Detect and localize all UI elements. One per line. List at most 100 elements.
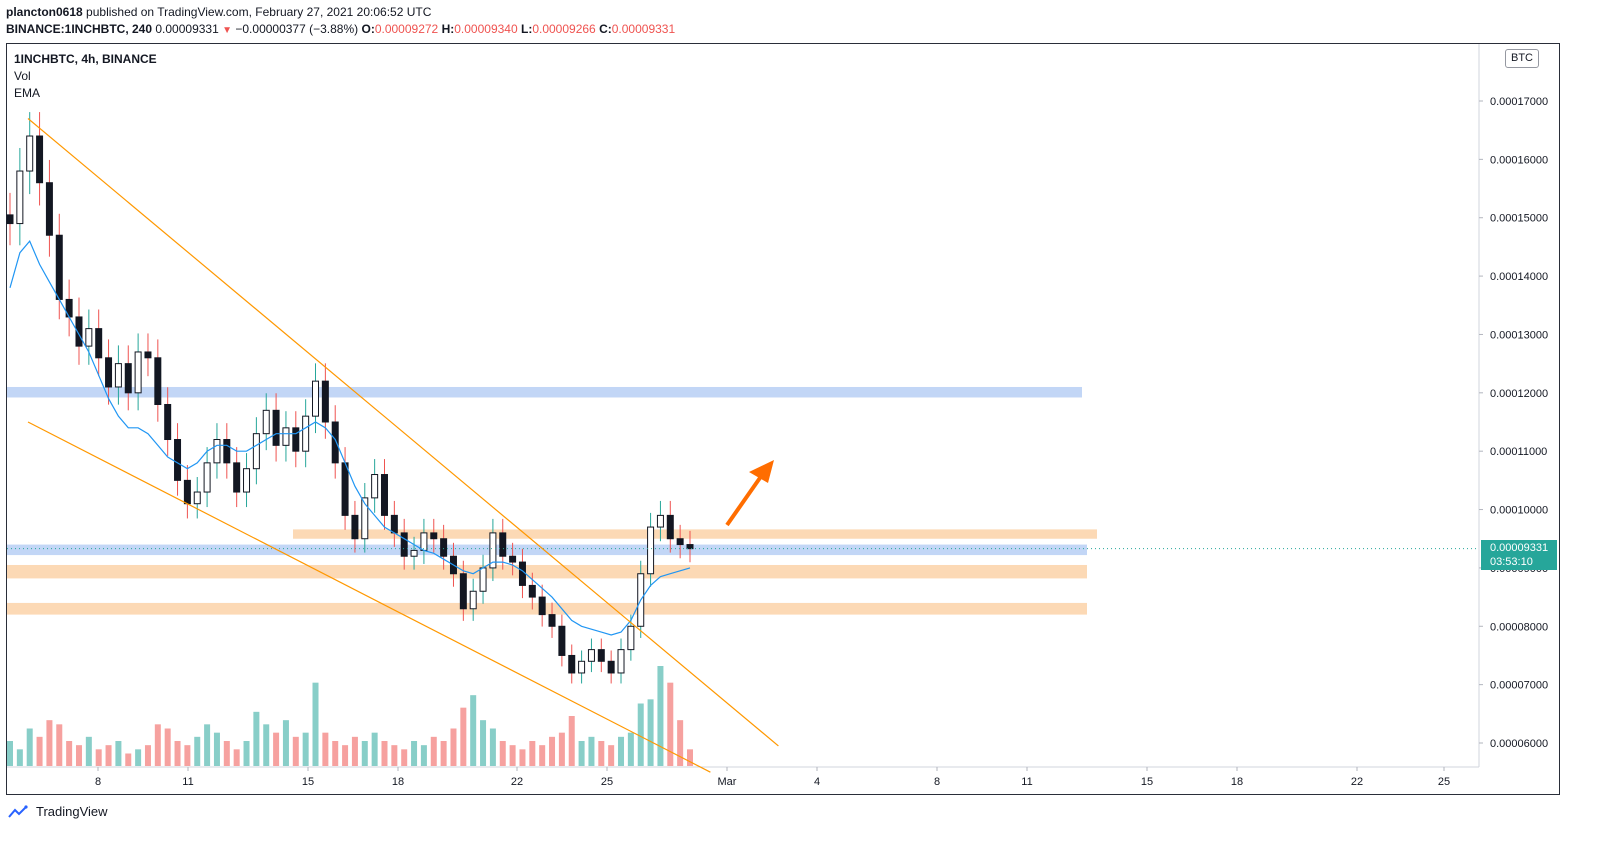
volume-bar [56,724,63,766]
candle-body [469,590,477,610]
bar-countdown: 03:53:10 [1490,556,1533,568]
y-tick-label: 0.00015000 [1490,213,1548,225]
ohlc-line: BINANCE:1INCHBTC, 240 0.00009331 ▼ −0.00… [6,21,675,39]
tradingview-logo-icon [8,804,28,818]
volume-bar [233,749,240,766]
candle-body [479,567,487,592]
volume-bar [115,741,122,766]
arrow-layer [725,460,774,527]
candle-body [252,433,260,470]
candle-body [390,514,398,534]
zone-orange [293,529,1097,539]
candle-body [686,544,694,550]
legend-volume[interactable]: Vol [14,69,31,83]
volume-bar [105,745,112,766]
volume-layer [7,666,693,766]
candle-body [568,654,576,674]
volume-bar [361,741,368,766]
candle-body [548,614,556,627]
candle-body [400,532,408,557]
volume-bar [411,741,418,766]
candle-body [647,526,655,575]
candle-body [95,328,103,359]
volume-bar [578,741,585,766]
volume-bar [95,749,102,766]
low-value: 0.00009266 [532,22,596,36]
volume-bar [391,745,398,766]
candle-body [124,363,132,394]
candle-body [558,625,566,656]
y-tick-label: 0.00007000 [1490,680,1548,692]
y-tick-label: 0.00014000 [1490,271,1548,283]
volume-bar [36,736,43,766]
volume-bar [164,728,171,766]
close-value: 0.00009331 [611,22,676,36]
orange-arrow-shaft [725,473,764,527]
volume-bar [213,732,220,766]
candle-body [410,549,418,557]
candle-body [371,474,379,499]
candle-body [262,409,270,435]
legend-symbol: 1INCHBTC, 4h, BINANCE [14,52,157,66]
candle-body [45,182,53,236]
candle-body [578,660,586,674]
volume-bar [292,736,299,766]
down-triangle-icon: ▼ [222,25,233,36]
candle-body [538,596,546,616]
orange-arrow-head [749,460,774,483]
ema-line [9,239,691,636]
candle-body [627,625,635,651]
price-axis[interactable]: 0.000060000.000070000.000080000.00009000… [1479,96,1548,750]
volume-bar [223,741,230,766]
volume-bar [322,732,329,766]
zone-blue [7,544,1087,556]
candle-body [489,532,497,569]
time-axis[interactable]: 8 11 15 18 22 25 Mar 4 8 11 15 18 22 25 [95,767,1450,788]
volume-bar [174,741,181,766]
y-tick-label: 0.00006000 [1490,738,1548,750]
y-tick-label: 0.00016000 [1490,154,1548,166]
candle-body [282,427,290,446]
volume-bar [85,736,92,766]
candle-body [361,497,369,540]
volume-bar [637,703,644,766]
volume-bar [647,699,654,766]
candle-body [528,584,536,598]
candle-body [233,462,241,493]
x-tick-label: 8 [95,776,101,788]
footer: TradingView [8,804,108,819]
chart-frame[interactable] [6,43,1560,795]
trendline [27,118,779,747]
volume-bar [26,728,33,766]
volume-bar [351,736,358,766]
volume-bar [480,720,487,766]
open-value: 0.00009272 [374,22,439,36]
volume-bar [598,741,605,766]
legend-ema[interactable]: EMA [14,86,41,100]
volume-bar [460,707,467,766]
tradingview-brand[interactable]: TradingView [36,804,108,819]
x-tick-label: 4 [814,776,820,788]
candle-body [459,573,467,610]
currency-badge[interactable]: BTC [1505,49,1539,68]
candle-body [331,421,339,464]
candle-body [213,439,221,464]
volume-bar [302,732,309,766]
high-value: 0.00009340 [454,22,518,36]
candle-body [203,462,211,493]
zone-orange [7,564,1087,579]
candle-body [114,363,122,388]
volume-bar [549,736,556,766]
candle-body [243,468,251,493]
candle-body [223,439,231,464]
trendline-layer [27,118,779,773]
x-tick-label: 18 [1231,776,1243,788]
candle-body [36,135,44,184]
volume-bar [75,745,82,766]
y-tick-label: 0.00013000 [1490,329,1548,341]
candle-body [105,357,113,388]
author-link[interactable]: plancton0618 [6,5,83,19]
volume-bar [509,745,516,766]
candle-body [183,479,191,505]
